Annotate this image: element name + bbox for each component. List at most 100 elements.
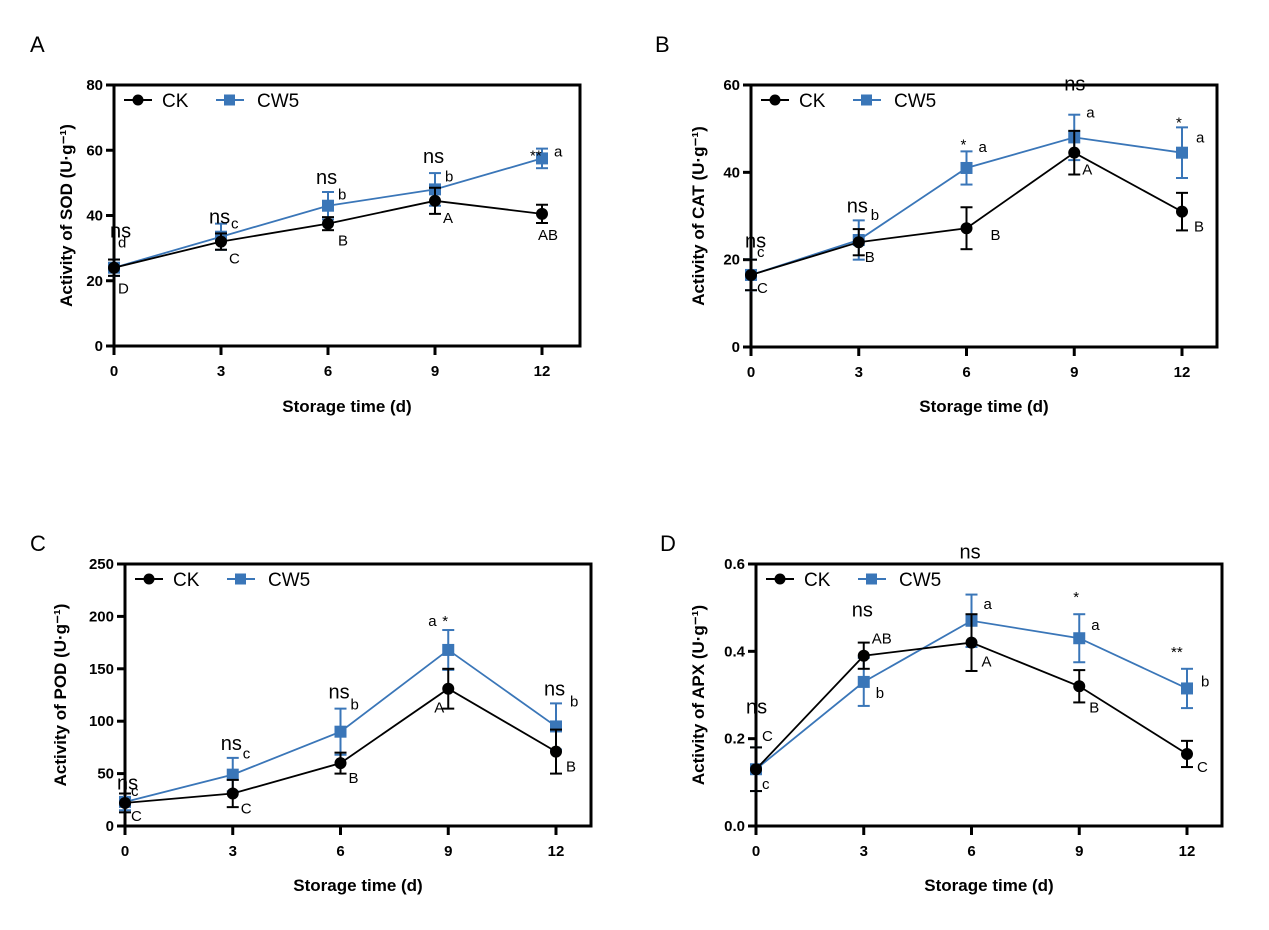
data-point-ck (536, 207, 548, 220)
data-point-ck (108, 261, 120, 274)
data-point-cw5 (1181, 682, 1193, 695)
data-point-cw5 (536, 152, 548, 165)
data-point-ck (852, 236, 865, 249)
data-point-ck (119, 796, 131, 809)
y-tick-label: 150 (89, 661, 114, 678)
significance-label: ns (329, 682, 350, 704)
significance-label: ** (530, 148, 542, 165)
legend-label-ck: CK (799, 91, 826, 112)
legend-label-cw5: CW5 (899, 570, 941, 591)
x-tick-label: 3 (217, 363, 225, 380)
x-tick-label: 9 (431, 363, 439, 380)
significance-label: * (961, 136, 967, 153)
data-point-cw5 (334, 725, 347, 738)
x-tick-label: 9 (1070, 364, 1078, 381)
group-letter-ck: B (1194, 219, 1204, 236)
y-tick-label: 100 (89, 713, 114, 730)
y-tick-label: 80 (86, 77, 103, 94)
y-tick-label: 20 (723, 252, 740, 269)
x-tick-label: 12 (1179, 843, 1196, 860)
significance-label: ns (117, 773, 138, 795)
group-letter-cw5: c (762, 776, 770, 793)
significance-label: ns (110, 221, 131, 243)
group-letter-ck: B (349, 770, 359, 787)
panel-letter: C (30, 531, 46, 556)
plot-frame (754, 562, 1224, 828)
plot-frame (123, 562, 593, 828)
group-letter-ck: B (566, 759, 576, 776)
group-letter-cw5: c (757, 244, 765, 261)
significance-label: ns (1064, 74, 1085, 96)
group-letter-ck: C (762, 728, 773, 745)
group-letter-ck: A (443, 210, 453, 227)
y-tick-label: 0.4 (724, 643, 746, 660)
x-tick-label: 9 (444, 843, 452, 860)
y-tick-label: 250 (89, 556, 114, 573)
group-letter-ck: C (757, 280, 768, 297)
data-point-ck (226, 787, 239, 800)
group-letter-cw5: c (131, 783, 139, 800)
y-tick-label: 60 (86, 142, 103, 159)
group-letter-cw5: b (570, 693, 578, 710)
legend-marker-ck (132, 94, 144, 106)
panel-letter: D (660, 531, 676, 556)
group-letter-cw5: b (871, 207, 879, 224)
significance-label: ns (847, 195, 868, 217)
data-point-cw5 (1073, 632, 1086, 645)
group-letter-cw5: b (445, 168, 453, 185)
group-letter-cw5: c (243, 746, 251, 763)
x-tick-label: 6 (336, 843, 344, 860)
y-tick-label: 0 (732, 339, 740, 356)
legend-label-ck: CK (173, 570, 200, 591)
legend-label-cw5: CW5 (268, 570, 310, 591)
group-letter-ck: C (1197, 759, 1208, 776)
group-letter-cw5: a (1091, 617, 1100, 634)
group-letter-cw5: a (1086, 104, 1095, 121)
data-point-cw5 (1176, 146, 1188, 159)
x-tick-label: 0 (747, 364, 755, 381)
group-letter-cw5: b (876, 685, 884, 702)
chart-panel-a: A 0 20 40 60 80 0 3 6 9 12 Storage time (d) Activity… (30, 32, 582, 416)
x-tick-label: 3 (855, 364, 863, 381)
group-letter-cw5: a (428, 613, 437, 630)
significance-label: ns (745, 231, 766, 253)
group-letter-ck: D (118, 281, 129, 298)
group-letter-cw5: b (351, 697, 359, 714)
data-point-ck (429, 194, 441, 207)
significance-label: ns (960, 542, 981, 564)
data-point-cw5 (960, 161, 973, 174)
data-point-ck (1068, 146, 1081, 159)
group-letter-cw5: a (979, 139, 988, 156)
y-tick-label: 40 (723, 164, 740, 181)
significance-label: * (1073, 589, 1079, 606)
y-axis-title: Activity of POD (U·g⁻¹) (51, 604, 70, 787)
group-letter-cw5: a (1196, 130, 1205, 147)
data-point-ck (1176, 205, 1188, 218)
group-letter-ck: A (434, 700, 444, 717)
x-tick-label: 12 (1174, 364, 1191, 381)
legend-marker-cw5 (861, 94, 872, 106)
group-letter-ck: B (1089, 699, 1099, 716)
panel-letter: B (655, 32, 670, 57)
group-letter-cw5: b (338, 187, 346, 204)
x-tick-label: 0 (752, 843, 760, 860)
data-point-ck (215, 235, 227, 248)
x-tick-label: 9 (1075, 843, 1083, 860)
data-point-cw5 (226, 768, 239, 781)
y-axis-title: Activity of SOD (U·g⁻¹) (57, 124, 76, 307)
x-tick-label: 12 (534, 363, 551, 380)
plot-frame (112, 83, 582, 348)
x-tick-label: 12 (548, 843, 565, 860)
data-point-ck (965, 636, 978, 649)
x-tick-label: 6 (962, 364, 970, 381)
y-axis-title: Activity of APX (U·g⁻¹) (689, 605, 708, 785)
legend-marker-cw5 (224, 94, 235, 106)
legend-label-cw5: CW5 (257, 91, 299, 112)
group-letter-ck: AB (538, 227, 558, 244)
data-point-ck (442, 682, 455, 695)
x-tick-label: 6 (967, 843, 975, 860)
x-axis-title: Storage time (d) (919, 397, 1048, 416)
significance-label: ns (221, 733, 242, 755)
panel-letter: A (30, 32, 45, 57)
significance-label: ns (544, 678, 565, 700)
